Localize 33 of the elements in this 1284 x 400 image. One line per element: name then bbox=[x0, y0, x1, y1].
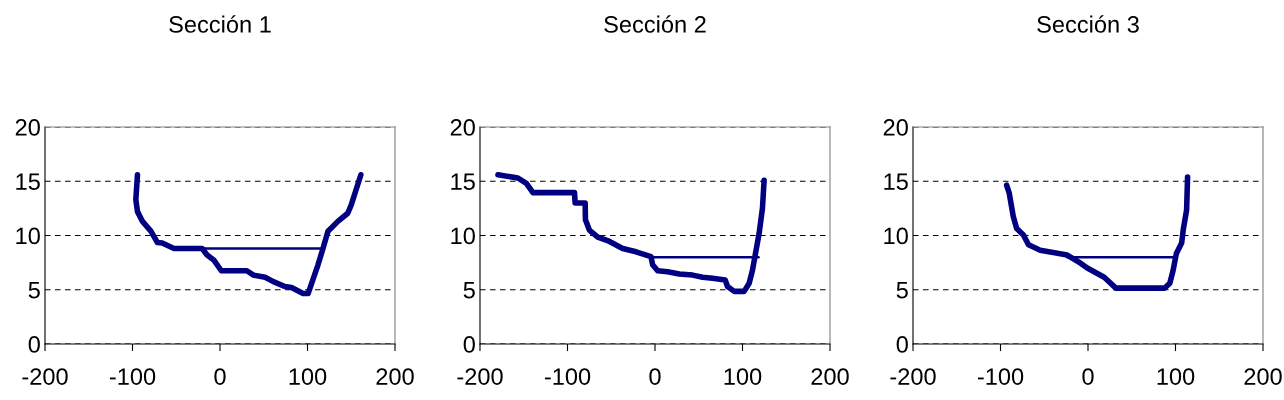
y-tick-label: 5 bbox=[28, 282, 40, 299]
y-tick-label: 5 bbox=[463, 282, 475, 299]
x-tick-label: 0 bbox=[649, 368, 661, 385]
x-tick-label: 200 bbox=[376, 368, 414, 385]
x-tick-label: 100 bbox=[724, 368, 762, 385]
x-tick-label: 0 bbox=[1082, 368, 1094, 385]
y-tick-label: 10 bbox=[884, 227, 908, 245]
y-tick-label: 5 bbox=[896, 282, 908, 299]
chart-title: Sección 1 bbox=[169, 15, 271, 33]
y-tick-label: 15 bbox=[16, 173, 40, 191]
y-tick-label: 0 bbox=[28, 336, 40, 353]
x-tick-label: 200 bbox=[811, 368, 849, 385]
y-tick-label: 10 bbox=[16, 227, 40, 245]
chart-title: Sección 2 bbox=[604, 15, 706, 33]
x-tick-label: -100 bbox=[109, 368, 156, 385]
x-tick-label: -200 bbox=[457, 368, 503, 385]
y-tick-label: 0 bbox=[463, 336, 475, 353]
x-tick-label: 0 bbox=[214, 368, 226, 385]
y-tick-label: 15 bbox=[451, 173, 475, 191]
y-tick-label: 20 bbox=[883, 119, 908, 136]
y-tick-label: 20 bbox=[15, 119, 40, 136]
y-tick-label: 15 bbox=[884, 173, 908, 191]
x-tick-label: -100 bbox=[977, 368, 1024, 385]
y-tick-label: 10 bbox=[451, 227, 475, 245]
y-tick-label: 20 bbox=[450, 119, 475, 136]
x-tick-label: 100 bbox=[289, 368, 327, 385]
x-tick-label: -100 bbox=[544, 368, 591, 385]
x-tick-label: -200 bbox=[22, 368, 68, 385]
x-tick-label: 100 bbox=[1157, 368, 1195, 385]
x-tick-label: 200 bbox=[1244, 368, 1282, 385]
y-tick-label: 0 bbox=[896, 336, 908, 353]
chart-title: Sección 3 bbox=[1037, 15, 1139, 33]
x-tick-label: -200 bbox=[890, 368, 936, 385]
